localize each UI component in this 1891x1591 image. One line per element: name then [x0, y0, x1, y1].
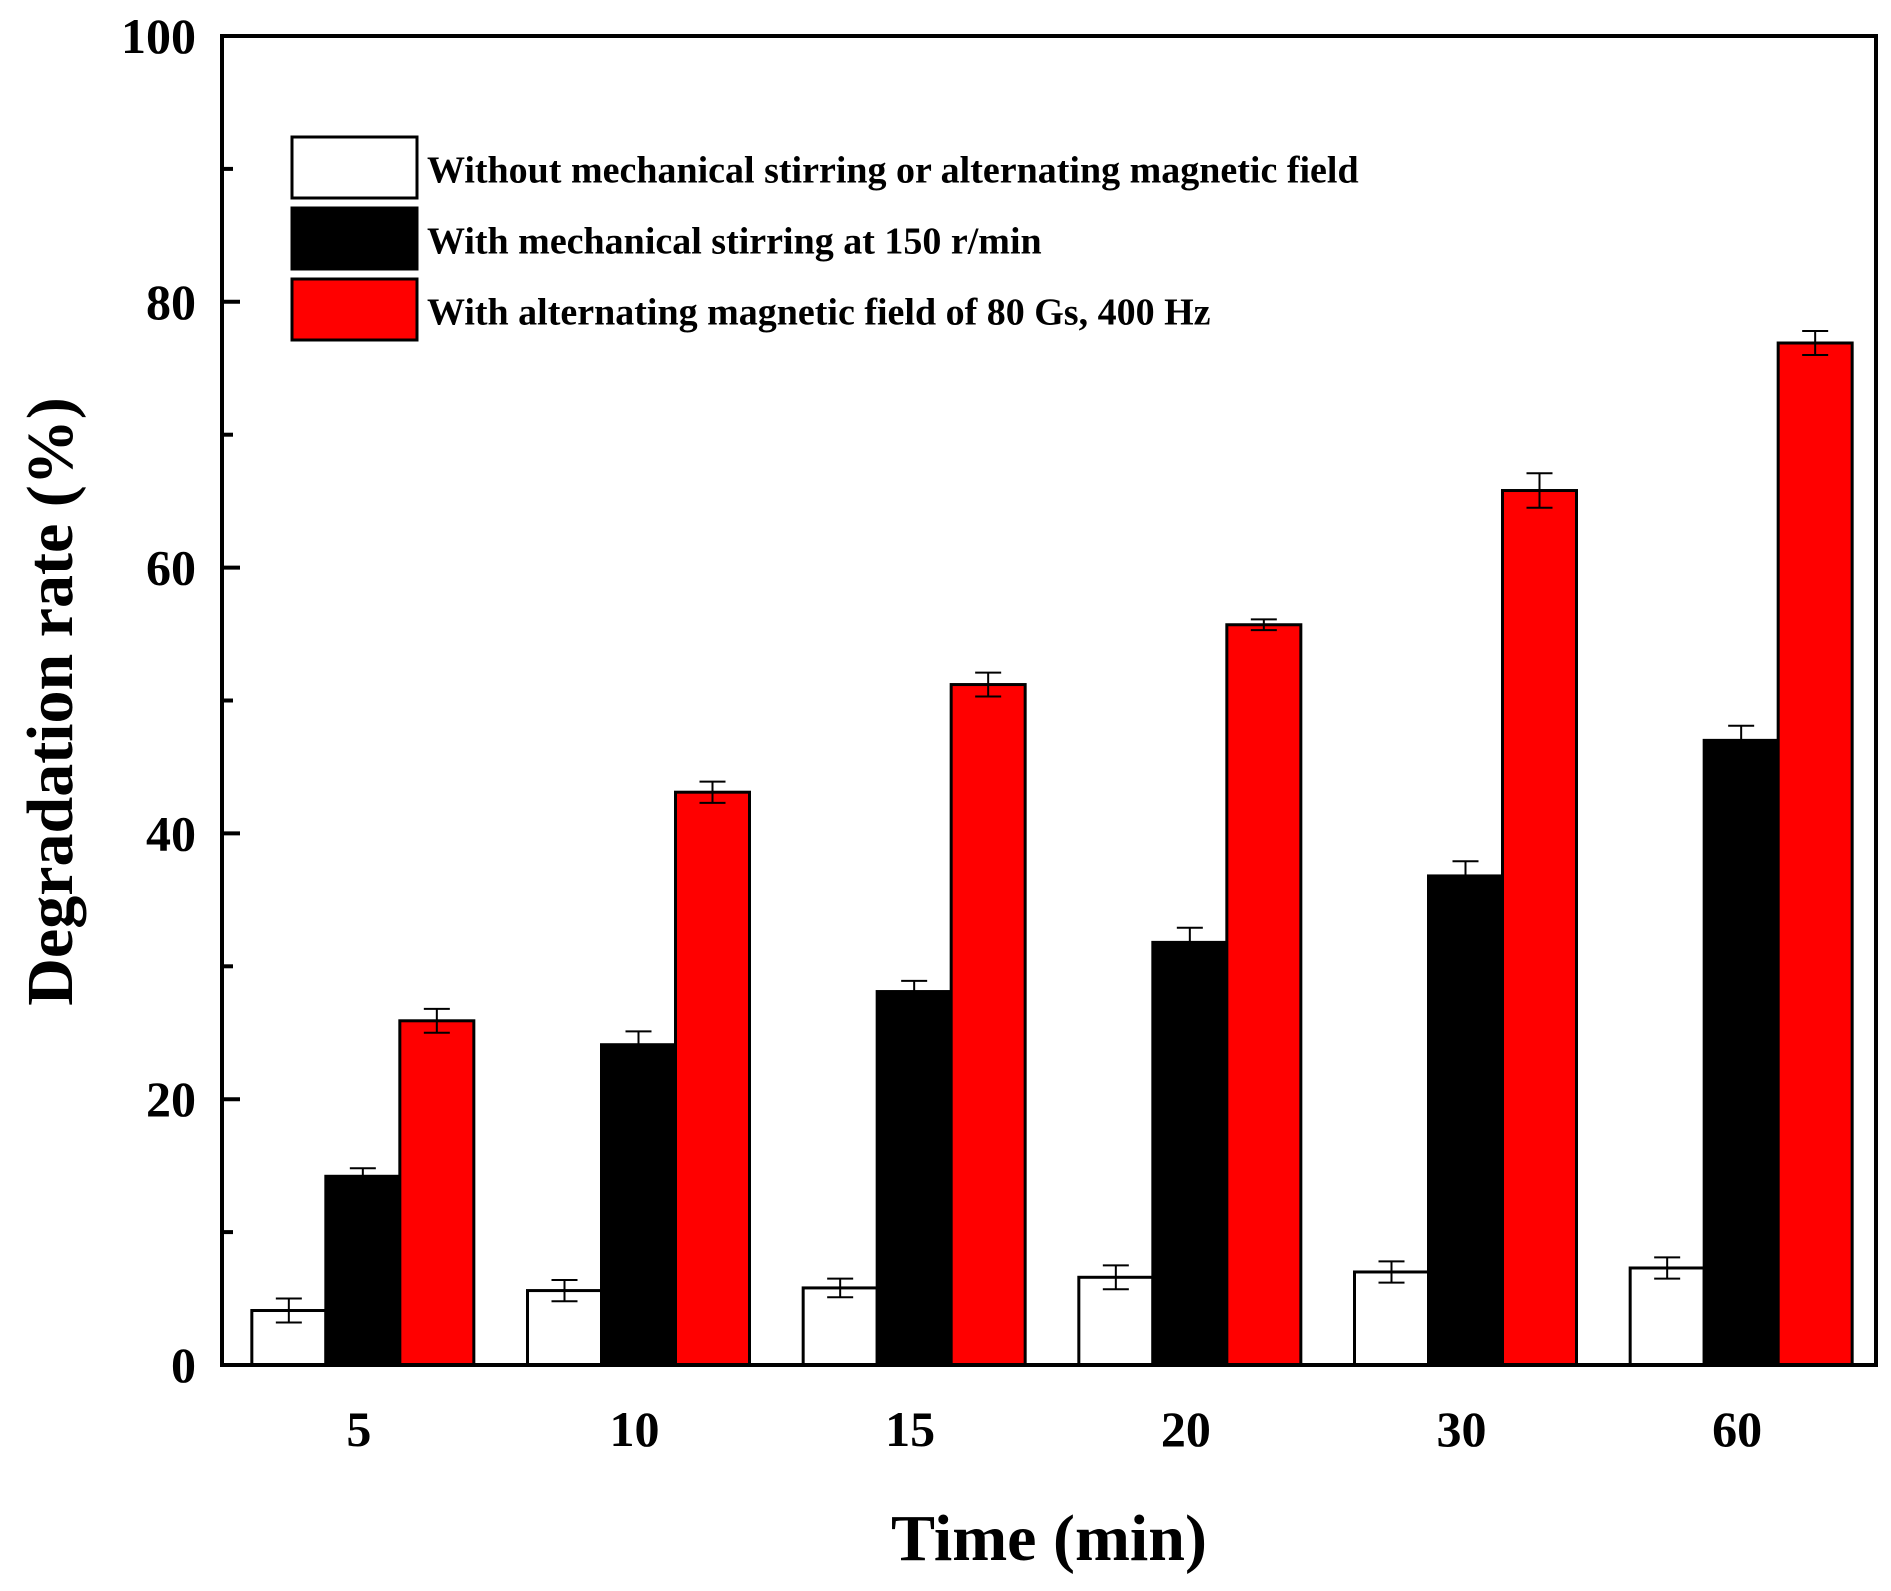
legend-swatch	[290, 206, 419, 271]
bar	[1702, 738, 1780, 1367]
x-tick-label: 15	[885, 1401, 935, 1457]
bar	[875, 990, 953, 1367]
bar	[1077, 1275, 1155, 1367]
legend: Without mechanical stirring or alternati…	[290, 135, 1359, 342]
bar	[600, 1043, 677, 1367]
legend-swatch	[290, 277, 419, 342]
bars-layer	[250, 341, 1854, 1367]
x-tick-label: 30	[1437, 1401, 1487, 1457]
legend-label: With alternating magnetic field of 80 Gs…	[427, 292, 1211, 334]
legend-label: Without mechanical stirring or alternati…	[427, 150, 1359, 192]
x-tick-label: 60	[1712, 1401, 1762, 1457]
bar	[1225, 623, 1303, 1367]
x-axis: 5 10 15 20 30 60	[346, 1401, 1762, 1457]
bar	[1151, 940, 1229, 1367]
bar	[398, 1019, 476, 1367]
y-axis: 0 20 40 60 80 100	[121, 8, 240, 1393]
legend-label: With mechanical stirring at 150 r/min	[427, 221, 1042, 263]
y-tick-label: 80	[146, 274, 196, 330]
y-tick-label: 40	[146, 805, 196, 861]
y-tick-label: 20	[146, 1071, 196, 1127]
bar	[1353, 1270, 1430, 1367]
bar	[1628, 1266, 1706, 1367]
y-tick-label: 0	[171, 1337, 196, 1393]
x-tick-label: 5	[346, 1401, 371, 1457]
bar	[324, 1174, 402, 1367]
bar	[1501, 489, 1578, 1367]
bar	[1427, 874, 1504, 1367]
bar	[949, 683, 1027, 1367]
y-axis-title: Degradation rate (%)	[14, 397, 87, 1006]
y-tick-label: 60	[146, 540, 196, 596]
bar	[1776, 341, 1854, 1367]
x-tick-label: 20	[1161, 1401, 1211, 1457]
bar	[801, 1286, 879, 1367]
error-bars-layer	[275, 330, 1829, 1324]
x-axis-title: Time (min)	[891, 1502, 1207, 1575]
legend-swatch	[290, 135, 419, 200]
y-tick-label: 100	[121, 8, 196, 64]
bar	[674, 790, 751, 1367]
x-tick-label: 10	[610, 1401, 660, 1457]
